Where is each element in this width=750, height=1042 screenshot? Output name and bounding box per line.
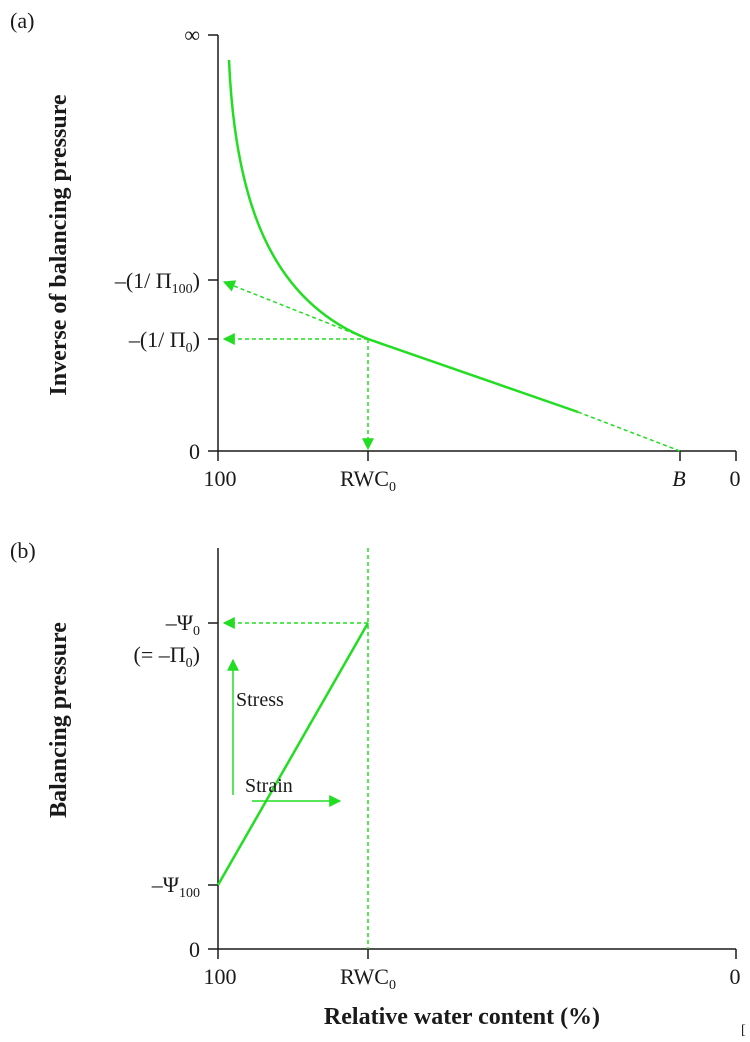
panel-a-extrapolation-to-b bbox=[577, 411, 681, 452]
panel-a: (a) Inverse of balancing pressure ∞ –(1/… bbox=[10, 8, 741, 495]
panel-b-strain-label: Strain bbox=[245, 775, 293, 797]
panel-a-xtick-label-rwc: RWC0 bbox=[340, 466, 396, 495]
panel-b-x-axis-title: Relative water content (%) bbox=[324, 1004, 600, 1030]
panel-a-ytick-label-inf: ∞ bbox=[184, 22, 200, 47]
panel-a-ytick-label-pi100: –(1/ Π100) bbox=[114, 268, 200, 297]
panel-a-xtick-label-b: B bbox=[672, 466, 685, 491]
panel-b: (b) Balancing pressure –Ψ0 (= –Π0) –Ψ100… bbox=[10, 538, 741, 1030]
panel-b-ytick-label-zero: 0 bbox=[189, 937, 200, 962]
panel-b-xtick-label-100: 100 bbox=[204, 964, 237, 989]
panel-a-curve-hyperbolic bbox=[227, 59, 369, 341]
panel-b-ytick-label-psi0-note: (= –Π0) bbox=[134, 642, 200, 671]
panel-a-tag: (a) bbox=[10, 8, 34, 33]
panel-b-ytick-label-psi100: –Ψ100 bbox=[151, 872, 200, 901]
panel-a-extrapolation-pi100 bbox=[222, 280, 369, 340]
panel-a-curve-linear bbox=[367, 337, 579, 414]
panel-b-line bbox=[216, 622, 370, 886]
panel-a-xtick-label-0: 0 bbox=[730, 466, 741, 491]
panel-a-y-axis-title: Inverse of balancing pressure bbox=[46, 94, 72, 395]
panel-a-ytick-label-zero: 0 bbox=[189, 439, 200, 464]
panel-b-xtick-label-rwc: RWC0 bbox=[340, 964, 396, 993]
panel-b-ytick-label-psi0: –Ψ0 bbox=[165, 610, 200, 639]
panel-a-ytick-label-pi0: –(1/ Π0) bbox=[128, 327, 200, 356]
panel-b-y-axis-title: Balancing pressure bbox=[46, 622, 72, 818]
panel-b-stress-label: Stress bbox=[236, 689, 284, 711]
panel-a-xtick-label-100: 100 bbox=[204, 466, 237, 491]
panel-b-tag: (b) bbox=[10, 538, 36, 563]
corner-mark: [ bbox=[741, 1023, 746, 1038]
panel-b-xtick-label-0: 0 bbox=[730, 964, 741, 989]
